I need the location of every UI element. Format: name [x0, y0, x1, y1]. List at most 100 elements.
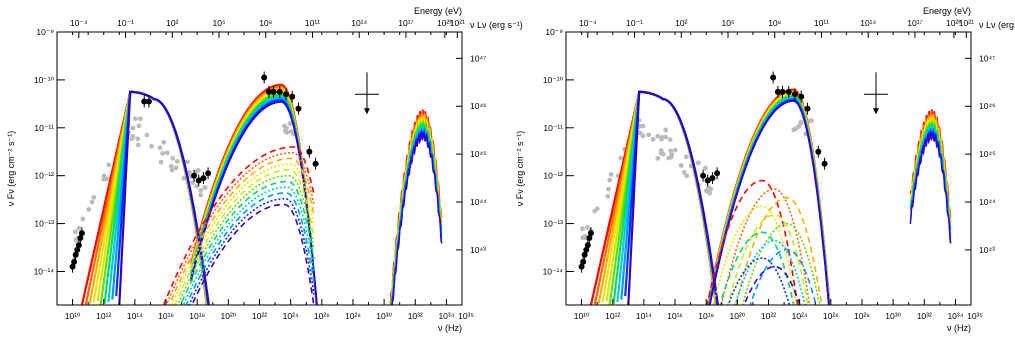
data-point [815, 148, 822, 155]
archival-point [288, 129, 294, 135]
archival-point [158, 159, 164, 165]
archival-point [202, 185, 208, 191]
data-point [265, 88, 272, 95]
x-axis-label: ν (Hz) [947, 323, 971, 333]
archival-point [164, 150, 170, 156]
x-tick-label: 10²⁰ [220, 311, 236, 321]
archival-point [607, 177, 613, 183]
top-tick-label: 10⁵ [213, 18, 226, 28]
archival-point [136, 123, 142, 129]
model-ic-10 [708, 100, 830, 305]
data-point [270, 88, 277, 95]
archival-point [149, 143, 154, 149]
model-component-7 [182, 186, 315, 305]
archival-point [89, 199, 95, 205]
x-tick-label: 10²⁸ [345, 311, 361, 321]
data-point [276, 88, 283, 95]
x-tick-label: 10¹⁰ [574, 311, 590, 321]
data-point [785, 88, 792, 95]
archival-point [284, 125, 289, 131]
data-point [205, 170, 212, 177]
plot-area [578, 71, 952, 305]
archival-point [703, 188, 709, 194]
data-point [75, 242, 82, 249]
y-tick-label: 10⁻¹³ [543, 219, 563, 229]
archival-point [101, 174, 107, 180]
archival-point [663, 127, 669, 133]
x-tick-label: 10¹⁸ [189, 311, 205, 321]
model-ic-1 [706, 89, 831, 305]
x-tick-label: 10³⁴ [947, 311, 963, 321]
data-point [312, 160, 319, 167]
model-component-7 [734, 239, 806, 305]
right-tick-label: 10⁴⁴ [979, 197, 996, 207]
archival-point [91, 195, 97, 200]
model-component-6 [179, 180, 315, 305]
top-tick-label: 10¹⁷ [907, 18, 922, 28]
x-tick-label: 10²⁶ [823, 311, 839, 321]
top-tick-label: 10⁸ [768, 18, 781, 28]
x-tick-label: 10²² [252, 311, 267, 321]
archival-point [702, 165, 708, 171]
top-tick-label: 10² [675, 18, 687, 28]
model-component-5 [176, 174, 315, 305]
data-point [71, 258, 78, 265]
archival-point [106, 162, 112, 168]
model-component-4 [174, 169, 315, 305]
x-tick-label: 10¹⁴ [636, 311, 652, 321]
archival-point [678, 163, 684, 168]
archival-point [168, 163, 174, 169]
archival-point [187, 170, 192, 175]
archival-point [618, 155, 624, 161]
archival-point [668, 148, 674, 154]
right-tick-label: 10⁴⁶ [979, 101, 996, 111]
archival-point [185, 159, 190, 165]
data-point [714, 170, 721, 177]
top-tick-label: 10²⁰ [946, 18, 962, 28]
panel-left: 10¹⁰ 10¹² 10¹⁴ 10¹⁶ 10¹⁸ 10²⁰ 10²² 10²⁴ 10²⁶ 10²⁸… [6, 6, 523, 333]
archival-point [663, 134, 669, 140]
data-point [791, 91, 798, 98]
archival-point [807, 118, 813, 124]
top-tick-label: 10⁵ [722, 18, 735, 28]
x-tick-label: 10³⁴ [438, 311, 454, 321]
x-tick-label: 10³⁵ [458, 311, 474, 321]
top-tick-label: 10²⁰ [437, 18, 453, 28]
archival-point [655, 133, 661, 139]
top-tick-label: 10⁸ [259, 18, 272, 28]
archival-point [606, 186, 611, 192]
top-tick-label: 10⁻¹ [117, 18, 134, 28]
model-component-8 [185, 192, 315, 305]
data-point [584, 242, 591, 249]
archival-point [198, 192, 204, 198]
y-tick-label: 10⁻¹³ [34, 219, 54, 229]
x-tick-label: 10¹⁶ [667, 311, 683, 321]
model-component-8 [749, 248, 817, 305]
archival-point [684, 173, 690, 179]
archival-point [129, 136, 135, 142]
x-tick-label: 10³⁵ [967, 311, 983, 321]
archival-point [667, 137, 673, 142]
y-tick-label: 10⁻¹¹ [543, 123, 563, 133]
data-point [195, 177, 202, 184]
y-tick-label: 10⁻¹⁴ [543, 266, 564, 276]
archival-point [72, 229, 78, 235]
model-component-10 [191, 203, 315, 305]
right-tick-label: 10⁴⁷ [979, 53, 995, 63]
x-tick-label: 10¹⁶ [158, 311, 174, 321]
archival-point [194, 169, 200, 174]
top-tick-label: 10⁻⁴ [70, 18, 88, 28]
model-component-2 [168, 157, 315, 305]
y-tick-label: 10⁻¹⁰ [543, 75, 564, 85]
right-axis-label: ν Lν (erg s⁻¹) [979, 20, 1015, 30]
archival-point [287, 121, 293, 127]
archival-point [681, 169, 687, 175]
archival-point [133, 116, 138, 122]
x-tick-label: 10²⁴ [283, 311, 299, 321]
archival-point [582, 233, 588, 239]
model-component-4 [726, 214, 809, 305]
top-tick-label: 10⁻⁴ [579, 18, 597, 28]
x-tick-label: 10¹⁸ [698, 311, 714, 321]
